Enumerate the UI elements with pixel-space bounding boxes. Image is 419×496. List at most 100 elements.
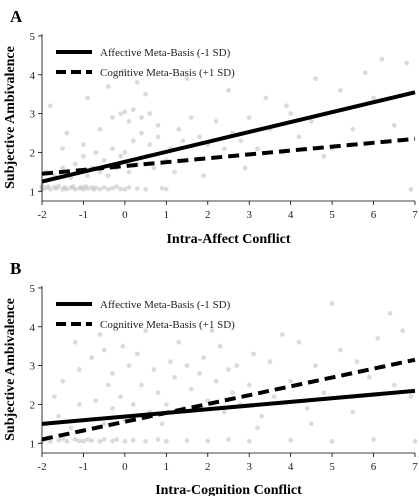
panel-b-scatter-point xyxy=(110,405,115,411)
panel-a-x-tick-label: 0 xyxy=(122,209,128,221)
panel-b-scatter-point xyxy=(213,378,219,384)
panel-a-scatter-point xyxy=(97,126,103,132)
panel-a-scatter-point xyxy=(118,111,124,116)
panel-a-y-tick-label: 4 xyxy=(30,70,36,82)
panel-a-series-affective-line xyxy=(41,90,416,184)
panel-b-y-tick-label: 2 xyxy=(30,399,36,411)
panel-b-scatter-point xyxy=(64,438,70,444)
panel-a-scatter-point xyxy=(85,95,90,101)
panel-b-scatter-point xyxy=(122,438,128,444)
panel-b-scatter-point xyxy=(172,374,178,380)
panel-a-scatter-point xyxy=(139,130,144,136)
panel-a-scatter-point xyxy=(126,169,132,175)
panel-b-scatter-point xyxy=(217,343,223,349)
panel-a-scatter-point xyxy=(391,122,397,128)
panel-a-x-tick-label: 4 xyxy=(288,209,294,221)
panel-a-scatter-point xyxy=(118,153,124,159)
panel-a-scatter-point xyxy=(93,150,99,155)
panel-b-scatter-point xyxy=(350,409,356,415)
panel-b-scatter-point xyxy=(259,413,265,419)
panel-a-scatter-point xyxy=(47,186,53,192)
panel-b-scatter-point xyxy=(304,405,310,411)
panel-b-y-tick-label: 4 xyxy=(30,322,36,334)
panel-a-x-tick-label: 7 xyxy=(412,209,418,221)
panel-b-scatter-point xyxy=(201,355,207,361)
panel-b-y-tick-label: 1 xyxy=(30,438,36,450)
panel-b-scatter-point xyxy=(68,425,74,431)
panel-b-scatter-point xyxy=(226,367,231,372)
panel-a-series-cognitive-line xyxy=(41,136,416,176)
panel-b-scatter-point xyxy=(110,438,115,444)
panel-b-scatter-point xyxy=(267,359,273,365)
panel-a-scatter-point xyxy=(404,60,410,66)
panel-a-scatter-point xyxy=(321,153,327,159)
panel-b-scatter-point xyxy=(72,339,78,345)
panel-b-scatter-point xyxy=(76,367,82,372)
panel-a-x-axis-title: Intra-Affect Conflict xyxy=(166,232,290,247)
panel-b-scatter-point xyxy=(255,425,260,431)
panel-b-scatter-point xyxy=(309,421,314,427)
panel-b-scatter-point xyxy=(354,359,360,365)
panel-a-scatter-point xyxy=(72,186,78,192)
panel-a-x-tick-label: -1 xyxy=(79,209,88,221)
panel-b-scatter-point xyxy=(234,363,240,368)
panel-a-scatter-point xyxy=(184,76,190,82)
panel-b-x-tick-label: 6 xyxy=(371,461,377,473)
panel-a-letter: A xyxy=(10,7,23,26)
panel-b-x-tick-label: 4 xyxy=(288,461,294,473)
panel-b-scatter-point xyxy=(367,374,372,380)
panel-b-scatter-point xyxy=(329,301,335,306)
panel-b-scatter-point xyxy=(56,437,61,443)
panel-a-scatter-point xyxy=(309,119,314,124)
panel-a-scatter-point xyxy=(81,153,86,159)
panel-a-legend: Affective Meta-Basis (-1 SD) Cognitive Me… xyxy=(56,47,235,79)
panel-b-scatter-point xyxy=(60,378,66,384)
panel-b-y-tick-label: 3 xyxy=(30,361,36,373)
panel-a-y-tick-label: 1 xyxy=(30,186,36,198)
panel-a-x-tick-label: -2 xyxy=(37,209,46,221)
panel-a-scatter-point xyxy=(64,130,70,136)
panel-b-scatter-point xyxy=(168,359,173,365)
panel-b-scatter-point xyxy=(400,328,405,334)
panel-b-x-axis-title: Intra-Cognition Conflict xyxy=(155,483,302,496)
panel-a-scatter-point xyxy=(139,115,144,120)
panel-b-legend: Affective Meta-Basis (-1 SD) Cognitive Me… xyxy=(56,299,235,331)
panel-b-scatter-point xyxy=(97,332,103,337)
panel-b-scatter-point xyxy=(163,402,169,407)
panel-b-scatter-point xyxy=(296,339,302,345)
panel-b-x-tick-label: 0 xyxy=(122,461,128,473)
panel-a-scatter-point xyxy=(238,138,244,144)
panel-b-scatter-point xyxy=(126,363,132,368)
panel-a-scatter-point xyxy=(151,165,157,171)
panel-b-scatter-point xyxy=(163,438,169,444)
panel-b-scatter-point xyxy=(52,394,57,400)
panel-b-scatter-point xyxy=(139,382,144,388)
panel-b-scatter-point xyxy=(230,390,236,396)
panel-b-letter: B xyxy=(10,259,21,278)
panel-b-scatter-point xyxy=(93,398,99,403)
panel-b-scatter-point xyxy=(251,351,256,357)
panel-a-scatter-point xyxy=(147,111,153,116)
panel-b-x-tick-label: 5 xyxy=(329,461,335,473)
panel-b-x-tick-label: -1 xyxy=(79,461,88,473)
panel-b-scatter-point xyxy=(60,436,66,441)
panel-b-x-tick-label: 2 xyxy=(205,461,211,473)
panel-a-x-tick-label: 2 xyxy=(205,209,211,221)
panel-a-scatter-point xyxy=(201,173,207,179)
panel-b-scatter-point xyxy=(246,438,252,444)
panel-a-y-tick-label: 5 xyxy=(30,31,36,43)
panel-a-scatter-point xyxy=(122,150,128,155)
panel-b-scatter-point xyxy=(151,367,157,372)
panel-b-scatter-point xyxy=(143,438,149,444)
panel-a-y-axis-title: Subjective Ambivalence xyxy=(3,46,18,189)
panel-b-scatter-point xyxy=(391,382,397,388)
panel-b-scatter-point xyxy=(209,328,215,334)
panel-b-scatter-point xyxy=(197,371,202,376)
panel-a-scatter-point xyxy=(85,186,90,192)
panel-a-scatter-point xyxy=(296,134,302,140)
panel-b-series-affective-line xyxy=(41,388,416,426)
panel-a-scatter-point xyxy=(122,109,128,115)
panel-a-scatter-point xyxy=(255,146,260,152)
panel-b-scatter-point xyxy=(176,339,182,345)
panel-a-scatter-point xyxy=(362,70,368,76)
